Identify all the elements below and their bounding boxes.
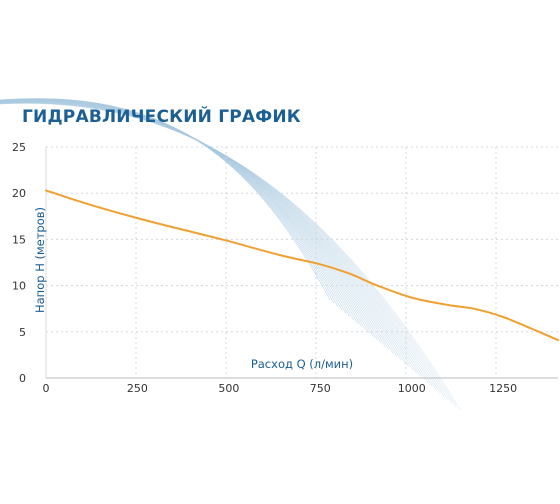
decor-wave-line (0, 102, 433, 387)
grid-lines (45, 146, 558, 379)
series-layer (45, 189, 559, 342)
y-axis-label: Напор Н (метров) (33, 207, 47, 313)
decor-wave-line (0, 101, 410, 367)
decor-wave-line (0, 99, 358, 324)
y-tick-label: 5 (19, 326, 26, 339)
decor-wave-line (0, 102, 437, 391)
decor-wave-line (0, 100, 402, 361)
y-tick-label: 15 (12, 233, 26, 246)
y-tick-label: 25 (12, 141, 26, 154)
decor-wave-line (0, 102, 449, 401)
decor-wave-line (0, 102, 457, 407)
decor-wave-line (0, 102, 441, 394)
decor-wave-line (0, 100, 398, 357)
x-tick-label: 500 (218, 382, 239, 395)
x-tick-label: 250 (127, 382, 148, 395)
y-tick-label: 10 (12, 280, 26, 293)
decor-wave-line (0, 101, 414, 371)
decor-wave-line (0, 101, 429, 384)
decor-wave-line (0, 101, 421, 377)
decor-wave-line (0, 101, 417, 374)
series-line (45, 189, 559, 342)
decor-wave-line (0, 101, 425, 381)
x-tick-label: 1000 (398, 382, 426, 395)
decor-wave-line (0, 103, 461, 411)
x-tick-label: 750 (310, 382, 331, 395)
axes (45, 147, 558, 379)
y-tick-label: 20 (12, 187, 26, 200)
x-axis-label: Расход Q (л/мин) (251, 357, 353, 371)
decor-wave-line (0, 99, 362, 327)
y-tick-label: 0 (19, 372, 26, 385)
decor-wave-line (0, 102, 445, 397)
decor-wave-line (0, 101, 406, 364)
chart-title: ГИДРАВЛИЧЕСКИЙ ГРАФИК (22, 105, 301, 127)
x-tick-label: 1250 (489, 382, 517, 395)
x-tick-label: 0 (43, 382, 50, 395)
decor-wave-line (0, 100, 394, 354)
decorative-wave-lines (0, 98, 461, 411)
decor-wave-line (0, 102, 453, 404)
